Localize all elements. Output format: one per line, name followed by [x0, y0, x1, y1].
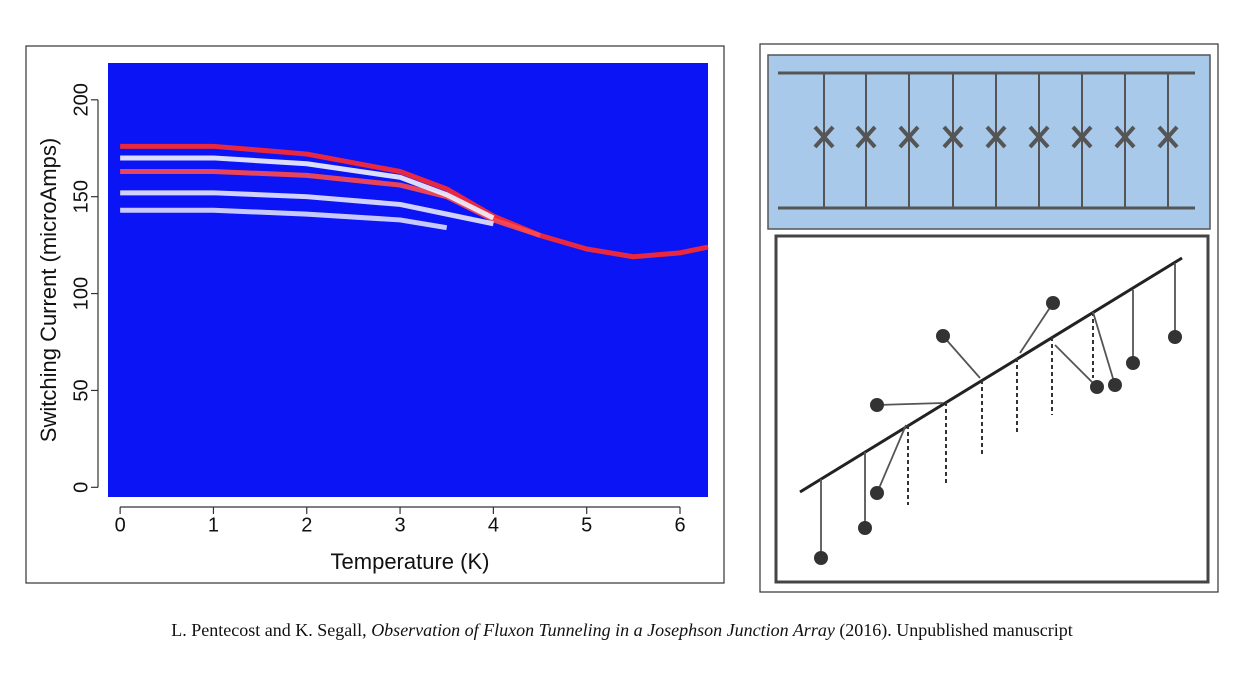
junction-x: [1071, 125, 1093, 149]
x-tick-label: 2: [301, 514, 312, 536]
x-tick-label: 4: [488, 514, 499, 536]
data-point: [1046, 296, 1060, 310]
residual: [1019, 302, 1054, 354]
heatmap-background: [108, 63, 708, 497]
junction-array: [778, 71, 1195, 210]
y-tick-label: 0: [70, 482, 92, 493]
junction-x: [985, 125, 1007, 149]
y-tick-label: 150: [70, 180, 92, 213]
x-tick-label: 0: [115, 514, 126, 536]
current-band: [120, 169, 541, 238]
caption-title: Observation of Fluxon Tunneling in a Jos…: [371, 620, 835, 640]
data-point: [936, 329, 950, 343]
data-point: [870, 486, 884, 500]
data-point: [1090, 380, 1104, 394]
junction-x: [813, 125, 835, 149]
caption-authors: L. Pentecost and K. Segall,: [171, 620, 367, 640]
x-axis-label: Temperature (K): [331, 549, 490, 574]
data-point: [858, 521, 872, 535]
junction-x: [1028, 125, 1050, 149]
residual: [1092, 311, 1116, 386]
residual: [876, 424, 907, 494]
figure-panels: Temperature (K) Switching Current (micro…: [25, 43, 1219, 593]
data-point: [1168, 330, 1182, 344]
y-tick-label: 100: [70, 277, 92, 310]
data-point: [870, 398, 884, 412]
y-tick-label: 50: [70, 379, 92, 401]
junction-x: [1114, 125, 1136, 149]
junction-x: [898, 125, 920, 149]
junction-x: [942, 125, 964, 149]
plot: [120, 143, 709, 260]
data-point: [1126, 356, 1140, 370]
y-axis-label: Switching Current (microAmps): [36, 138, 61, 442]
junction-x: [855, 125, 877, 149]
regression-diagram: [799, 256, 1183, 565]
data-point: [1108, 378, 1122, 392]
caption: L. Pentecost and K. Segall, Observation …: [0, 620, 1244, 641]
x-tick-label: 5: [581, 514, 592, 536]
junction-x: [1157, 125, 1179, 149]
x-tick-label: 6: [674, 514, 685, 536]
residual: [1054, 344, 1098, 388]
current-band: [120, 190, 494, 227]
residual: [942, 335, 981, 379]
x-tick-label: 1: [208, 514, 219, 536]
data-point: [814, 551, 828, 565]
y-tick-label: 200: [70, 83, 92, 116]
fit-panel: [774, 234, 1210, 584]
caption-note: (2016). Unpublished manuscript: [839, 620, 1073, 640]
current-band: [120, 155, 495, 221]
x-tick-label: 3: [395, 514, 406, 536]
residual: [876, 402, 944, 406]
fit-line: [799, 256, 1183, 494]
current-band: [120, 207, 448, 231]
